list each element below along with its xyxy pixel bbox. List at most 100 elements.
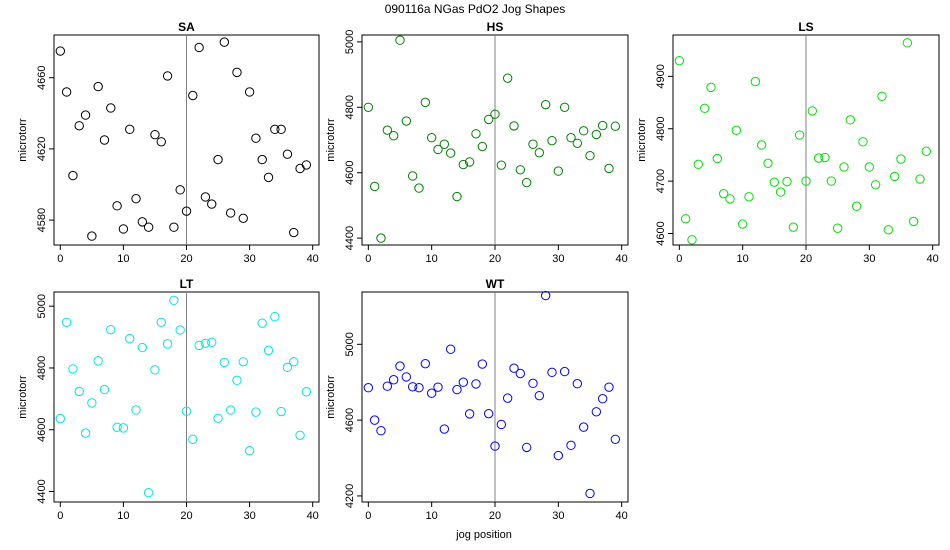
y-tick-label: 4700 bbox=[655, 169, 667, 193]
data-point bbox=[832, 223, 843, 233]
data-point bbox=[706, 82, 716, 93]
data-point bbox=[301, 387, 312, 397]
data-point bbox=[225, 208, 236, 218]
x-tick-label: 40 bbox=[616, 510, 628, 522]
data-point bbox=[591, 129, 602, 140]
data-point bbox=[725, 194, 735, 204]
data-point bbox=[225, 405, 236, 415]
data-point bbox=[464, 409, 475, 419]
data-point bbox=[496, 160, 507, 170]
data-point bbox=[388, 375, 399, 385]
data-point bbox=[490, 109, 500, 119]
data-point bbox=[388, 131, 399, 141]
y-axis-label: microtorr bbox=[17, 375, 29, 419]
data-point bbox=[270, 124, 280, 135]
figure-title: 090116a NGas PdO2 Jog Shapes bbox=[385, 2, 566, 16]
data-point bbox=[597, 120, 608, 131]
data-point bbox=[188, 90, 198, 101]
x-tick-label: 0 bbox=[365, 510, 371, 522]
x-tick-label: 20 bbox=[180, 510, 192, 522]
data-point bbox=[597, 394, 608, 404]
data-point bbox=[578, 422, 589, 432]
x-tick-label: 10 bbox=[426, 510, 438, 522]
data-point bbox=[883, 225, 894, 235]
data-point bbox=[915, 174, 925, 184]
data-point bbox=[458, 377, 469, 387]
x-tick-label: 40 bbox=[307, 253, 319, 265]
data-point bbox=[566, 440, 576, 451]
data-point bbox=[68, 170, 78, 181]
y-tick-label: 4900 bbox=[655, 64, 667, 88]
x-tick-label: 30 bbox=[863, 253, 875, 265]
data-point bbox=[80, 110, 91, 120]
x-tick-label: 40 bbox=[307, 510, 319, 522]
data-point bbox=[194, 340, 204, 351]
data-point bbox=[870, 180, 881, 190]
data-point bbox=[143, 488, 154, 498]
data-point bbox=[439, 424, 450, 434]
data-point bbox=[118, 423, 129, 433]
data-point bbox=[301, 160, 312, 170]
data-point bbox=[369, 415, 380, 425]
y-tick-label: 5000 bbox=[344, 30, 356, 54]
data-point bbox=[295, 430, 305, 440]
data-point bbox=[232, 67, 242, 78]
data-point bbox=[289, 357, 299, 367]
data-point bbox=[775, 187, 786, 197]
data-point bbox=[363, 102, 374, 112]
data-point bbox=[604, 163, 614, 174]
x-tick-label: 40 bbox=[616, 253, 628, 265]
data-point bbox=[68, 364, 78, 374]
data-point bbox=[521, 177, 532, 188]
data-point bbox=[244, 87, 255, 97]
data-point bbox=[553, 166, 564, 176]
data-point bbox=[251, 133, 261, 143]
data-point bbox=[213, 413, 223, 424]
data-point bbox=[515, 165, 526, 175]
y-tick-label: 4660 bbox=[36, 65, 48, 89]
data-point bbox=[143, 222, 154, 232]
data-point bbox=[712, 153, 723, 164]
panel-lt: LT 0 10 20 30 40 4400 4600 4800 5000 microtorr bbox=[17, 277, 320, 522]
data-point bbox=[433, 144, 443, 155]
data-point bbox=[851, 201, 862, 211]
data-point bbox=[744, 192, 754, 202]
data-point bbox=[194, 42, 204, 53]
data-point bbox=[295, 163, 305, 174]
data-point bbox=[55, 46, 66, 56]
data-point bbox=[169, 222, 179, 232]
data-point bbox=[156, 317, 166, 327]
data-point bbox=[534, 148, 545, 158]
y-tick-label: 5000 bbox=[344, 332, 356, 356]
data-point bbox=[282, 149, 293, 159]
data-point bbox=[737, 219, 748, 229]
data-point bbox=[813, 153, 824, 163]
data-point bbox=[439, 139, 450, 149]
data-point bbox=[401, 116, 412, 126]
data-point bbox=[496, 419, 507, 430]
panel-title: HS bbox=[487, 20, 504, 34]
x-tick-label: 0 bbox=[365, 253, 371, 265]
data-point bbox=[687, 235, 697, 245]
data-point bbox=[156, 137, 166, 147]
x-tick-label: 40 bbox=[927, 253, 939, 265]
data-point bbox=[112, 201, 122, 211]
data-point bbox=[219, 357, 230, 368]
data-point bbox=[896, 154, 906, 164]
y-tick-label: 4400 bbox=[344, 226, 356, 250]
data-point bbox=[509, 121, 519, 131]
data-point bbox=[61, 87, 72, 97]
data-point bbox=[566, 133, 576, 143]
data-point bbox=[591, 407, 602, 417]
data-point bbox=[55, 413, 66, 424]
data-point bbox=[718, 188, 729, 199]
data-point bbox=[407, 171, 418, 181]
data-point bbox=[921, 146, 932, 156]
panel-ls: LS 0 10 20 30 40 4600 4700 4800 4900 microtorr bbox=[636, 20, 940, 265]
data-point bbox=[131, 405, 141, 415]
data-point bbox=[61, 317, 72, 327]
data-point bbox=[839, 162, 849, 172]
data-point bbox=[889, 171, 900, 182]
data-point bbox=[382, 125, 393, 135]
data-point bbox=[559, 366, 570, 377]
